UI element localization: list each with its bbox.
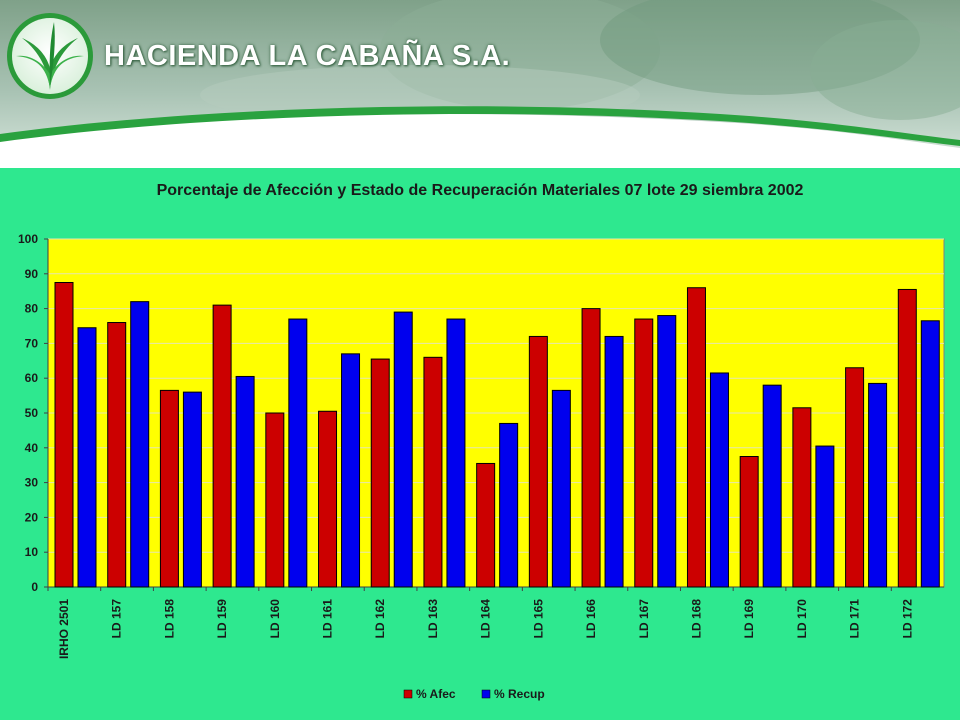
bar-afec [634, 318, 654, 588]
y-tick-label: 70 [25, 336, 39, 350]
x-tick-label: LD 158 [162, 599, 176, 639]
bar-recup [235, 375, 255, 588]
bar-afec [845, 367, 865, 588]
y-tick-label: 40 [25, 441, 39, 455]
y-tick-label: 10 [25, 545, 39, 559]
bar-recup [657, 315, 677, 588]
bar-afec [318, 410, 338, 588]
bar-recup [868, 382, 888, 588]
bar-recup [77, 327, 97, 588]
y-tick-label: 90 [25, 267, 39, 281]
bar-recup [393, 311, 413, 588]
bar-afec [739, 456, 759, 588]
y-tick-label: 50 [25, 406, 39, 420]
header-banner: HACIENDA LA CABAÑA S.A. [0, 0, 960, 168]
x-tick-label: IRHO 2501 [57, 599, 71, 659]
bar-afec [370, 358, 390, 588]
x-tick-label: LD 170 [795, 599, 809, 639]
x-tick-label: LD 172 [900, 599, 914, 639]
y-tick-label: 100 [18, 232, 38, 246]
legend-entry: % Recup [494, 687, 545, 701]
bar-afec [528, 335, 548, 588]
palm-leaf-logo-icon [7, 13, 93, 99]
x-tick-label: LD 157 [110, 599, 124, 639]
bar-afec [423, 356, 443, 588]
bar-recup [341, 353, 361, 588]
bar-afec [54, 282, 74, 588]
bar-recup [920, 320, 940, 588]
y-tick-label: 20 [25, 510, 39, 524]
bar-recup [130, 301, 150, 588]
chart-title: Porcentaje de Afección y Estado de Recup… [156, 182, 804, 199]
legend-entry: % Afec [416, 687, 456, 701]
x-tick-label: LD 159 [215, 599, 229, 639]
y-tick-label: 0 [31, 580, 38, 594]
x-tick-label: LD 167 [637, 599, 651, 639]
bar-afec [107, 322, 127, 588]
bar-recup [815, 445, 835, 588]
y-tick-label: 60 [25, 371, 39, 385]
bar-afec [897, 288, 917, 588]
bar-recup [182, 391, 202, 588]
x-tick-label: LD 164 [479, 599, 493, 639]
legend-swatch [481, 689, 491, 699]
banner-background [0, 0, 960, 168]
bar-recup [762, 384, 782, 588]
bar-recup [551, 389, 571, 588]
y-tick-label: 30 [25, 476, 39, 490]
legend-swatch [403, 689, 413, 699]
x-tick-label: LD 168 [689, 599, 703, 639]
bar-recup [709, 372, 729, 588]
x-tick-label: LD 162 [373, 599, 387, 639]
bar-recup [499, 422, 519, 588]
bar-recup [446, 318, 466, 588]
y-tick-label: 80 [25, 302, 39, 316]
bar-recup [604, 335, 624, 588]
bar-afec [159, 389, 179, 588]
x-tick-label: LD 171 [848, 599, 862, 639]
x-tick-label: LD 161 [321, 599, 335, 639]
bar-afec [476, 462, 496, 588]
bar-afec [686, 287, 706, 588]
bar-afec [792, 407, 812, 588]
bar-afec [581, 308, 601, 588]
company-name: HACIENDA LA CABAÑA S.A. [104, 40, 511, 72]
x-tick-label: LD 166 [584, 599, 598, 639]
x-tick-label: LD 169 [742, 599, 756, 639]
x-tick-label: LD 165 [531, 599, 545, 639]
bar-afec [265, 412, 285, 588]
bar-recup [288, 318, 308, 588]
x-tick-label: LD 163 [426, 599, 440, 639]
bar-afec [212, 304, 232, 588]
x-tick-label: LD 160 [268, 599, 282, 639]
